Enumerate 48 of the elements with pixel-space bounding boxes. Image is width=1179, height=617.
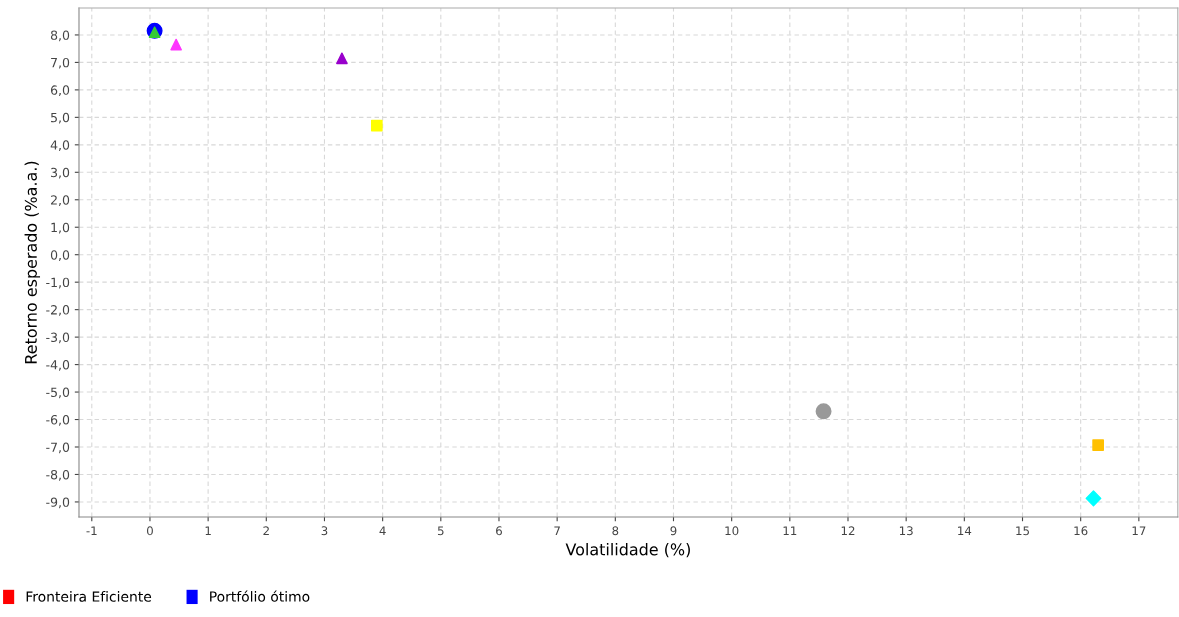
y-tick-label: -3,0	[46, 332, 70, 344]
x-tick-label: 14	[958, 526, 972, 536]
x-tick-label: 5	[437, 526, 444, 536]
y-tick-label: -9,0	[46, 497, 70, 509]
x-tick-label: 2	[263, 526, 269, 536]
y-tick-label: 0,0	[50, 250, 70, 261]
y-tick-label: -4,0	[46, 360, 70, 371]
y-tick-label: -5,0	[46, 387, 70, 399]
y-tick-label: 6,0	[50, 85, 70, 97]
x-tick-label: 13	[899, 526, 913, 536]
point	[1092, 439, 1104, 451]
point	[148, 26, 161, 39]
x-tick-label: 17	[1132, 526, 1146, 536]
point	[815, 403, 832, 420]
x-tick-label: 6	[496, 526, 502, 536]
y-tick-label: 4,0	[50, 140, 70, 152]
point	[336, 52, 348, 65]
y-tick-label: -6,0	[46, 415, 70, 426]
x-tick-label: 1	[205, 526, 211, 536]
point	[1085, 490, 1102, 507]
y-tick-label: -1,0	[46, 277, 70, 289]
point	[370, 119, 383, 132]
y-tick-label: 3,0	[51, 167, 70, 179]
x-tick-label: 15	[1016, 526, 1029, 536]
legend-label: Portfólio ótimo	[210, 590, 310, 602]
x-axis-title: Volatilidade (%)	[565, 543, 690, 558]
y-tick-label: 5,0	[51, 112, 70, 124]
x-tick-label: 16	[1074, 526, 1088, 536]
x-tick-label: 9	[670, 526, 677, 536]
legend-label: Fronteira Eficiente	[26, 591, 152, 602]
x-tick-label: -1	[86, 526, 97, 536]
y-tick-label: 8,0	[50, 30, 70, 42]
y-tick-label: 1,0	[51, 222, 70, 234]
x-tick-label: 4	[379, 526, 386, 536]
x-tick-label: 0	[146, 526, 153, 536]
y-tick-label: 2,0	[51, 195, 70, 206]
y-tick-label: 7,0	[51, 57, 70, 69]
x-tick-label: 11	[783, 526, 797, 536]
y-tick-label: -2,0	[46, 305, 70, 316]
y-axis-title: Retorno esperado (%a.a.)	[24, 161, 41, 364]
x-tick-label: 10	[725, 526, 739, 536]
point	[170, 38, 182, 51]
x-tick-label: 12	[841, 526, 855, 536]
x-tick-label: 7	[554, 526, 560, 536]
x-tick-label: 8	[612, 526, 619, 536]
x-tick-label: 3	[321, 526, 328, 536]
y-tick-label: -8,0	[46, 469, 70, 481]
y-tick-label: -7,0	[46, 442, 70, 454]
